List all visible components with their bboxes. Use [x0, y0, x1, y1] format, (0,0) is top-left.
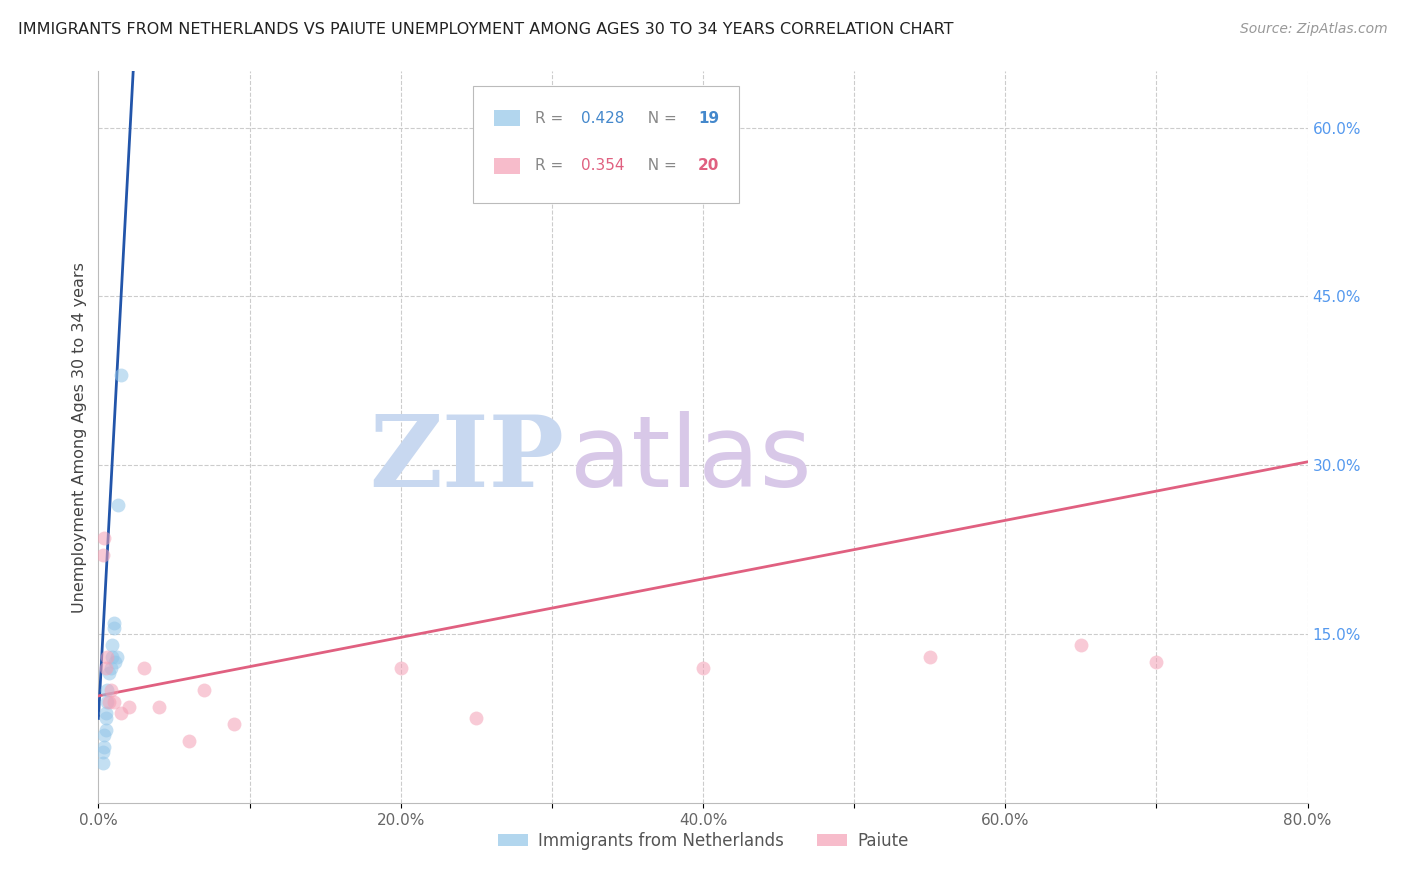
Point: [148, 700, 170, 714]
Point: [94, 711, 117, 725]
Point: [96, 694, 118, 708]
Point: [91, 756, 114, 771]
Point: [91, 745, 114, 759]
Text: R =: R =: [534, 158, 568, 173]
FancyBboxPatch shape: [494, 158, 520, 174]
Point: [224, 717, 246, 731]
Text: 20: 20: [699, 158, 720, 173]
FancyBboxPatch shape: [494, 110, 520, 127]
Point: [101, 649, 124, 664]
Point: [94, 661, 117, 675]
Point: [98, 666, 121, 681]
Text: atlas: atlas: [569, 410, 811, 508]
Point: [918, 649, 941, 664]
Point: [1070, 638, 1092, 652]
Point: [93, 728, 115, 742]
Point: [96, 649, 118, 664]
Text: Source: ZipAtlas.com: Source: ZipAtlas.com: [1240, 22, 1388, 37]
FancyBboxPatch shape: [474, 86, 740, 203]
Point: [100, 661, 122, 675]
Point: [692, 661, 714, 675]
Point: [91, 548, 114, 562]
Point: [96, 683, 118, 698]
Point: [465, 711, 488, 725]
Point: [93, 532, 115, 546]
Point: [104, 655, 127, 669]
Text: 19: 19: [699, 111, 720, 126]
Text: R =: R =: [534, 111, 568, 126]
Text: N =: N =: [638, 158, 682, 173]
Point: [103, 621, 125, 635]
Point: [110, 368, 132, 383]
Text: ZIP: ZIP: [368, 410, 564, 508]
Text: IMMIGRANTS FROM NETHERLANDS VS PAIUTE UNEMPLOYMENT AMONG AGES 30 TO 34 YEARS COR: IMMIGRANTS FROM NETHERLANDS VS PAIUTE UN…: [18, 22, 953, 37]
Point: [110, 706, 132, 720]
Text: N =: N =: [638, 111, 682, 126]
Point: [389, 661, 412, 675]
Legend: Immigrants from Netherlands, Paiute: Immigrants from Netherlands, Paiute: [491, 825, 915, 856]
Point: [103, 694, 125, 708]
Point: [179, 734, 201, 748]
Point: [1144, 655, 1167, 669]
Text: 0.428: 0.428: [581, 111, 624, 126]
Point: [101, 638, 124, 652]
Point: [93, 739, 115, 754]
Point: [107, 498, 129, 512]
Point: [94, 706, 117, 720]
Point: [132, 661, 155, 675]
Point: [118, 700, 141, 714]
Text: 0.354: 0.354: [581, 158, 624, 173]
Point: [105, 649, 128, 664]
Point: [94, 723, 117, 737]
Point: [103, 615, 125, 630]
Y-axis label: Unemployment Among Ages 30 to 34 years: Unemployment Among Ages 30 to 34 years: [72, 261, 87, 613]
Point: [193, 683, 215, 698]
Point: [98, 694, 121, 708]
Point: [100, 683, 122, 698]
